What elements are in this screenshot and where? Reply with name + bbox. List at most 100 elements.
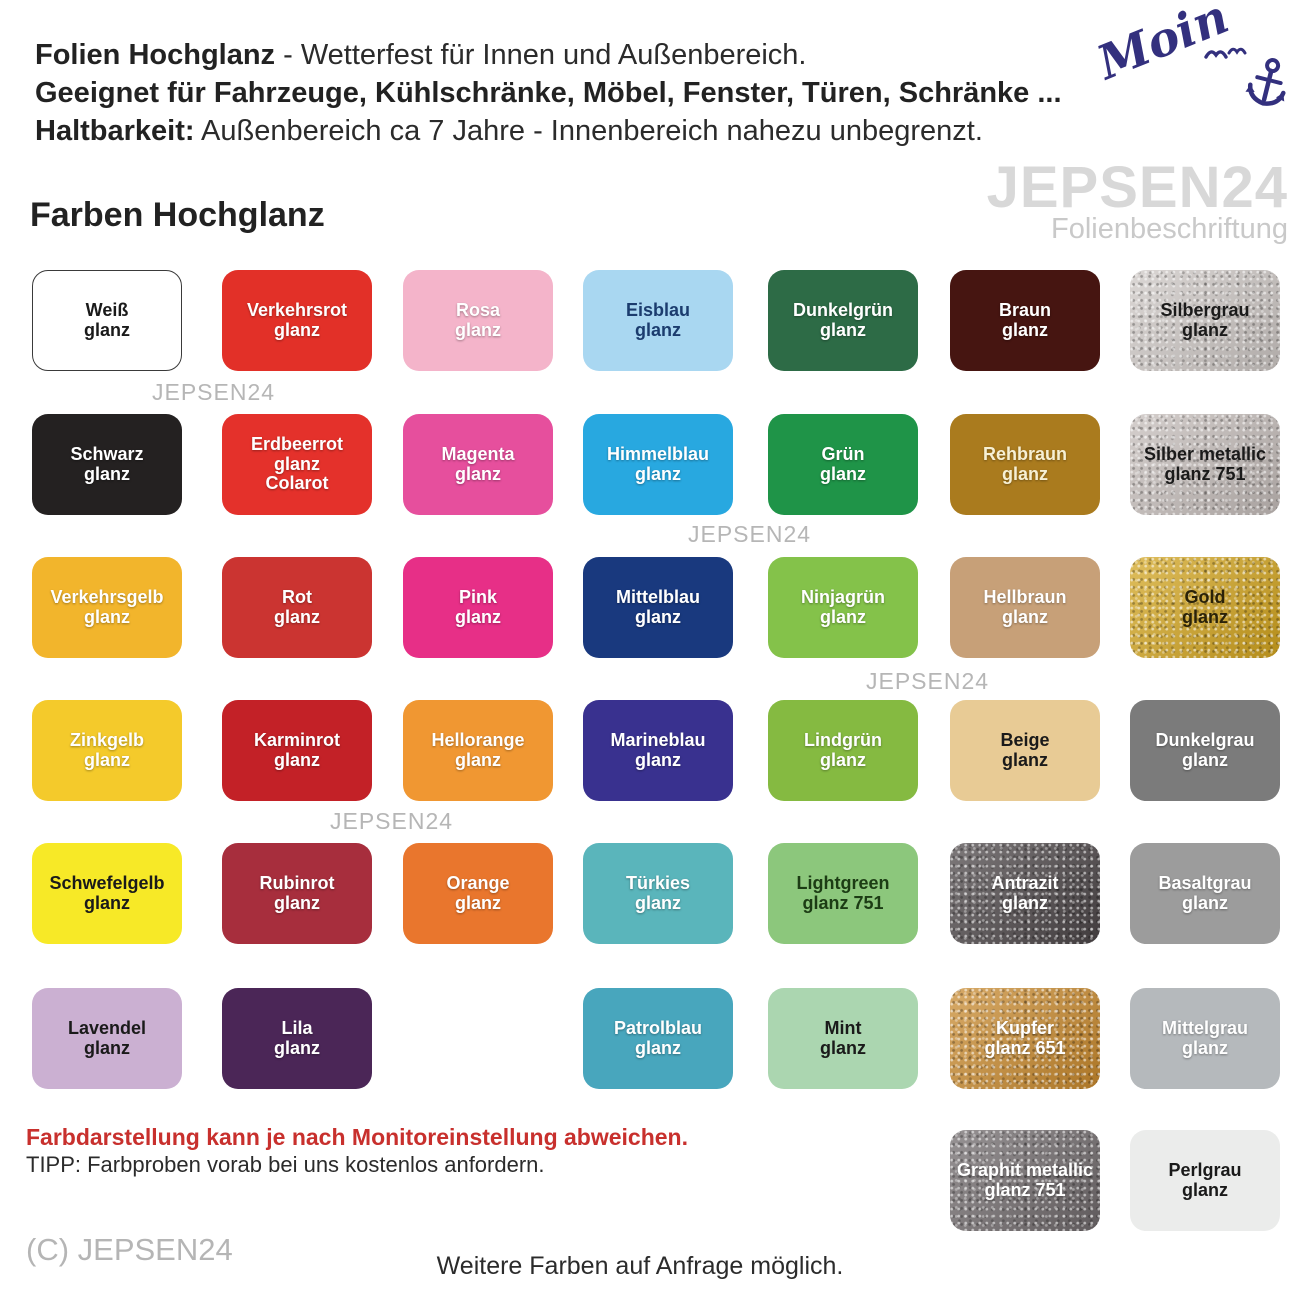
swatch-orange: Orange glanz (403, 843, 553, 944)
swatch-verkehrsrot: Verkehrsrot glanz (222, 270, 372, 371)
swatch-schwefelgelb: Schwefelgelb glanz (32, 843, 182, 944)
swatch-label: Türkies (625, 873, 691, 893)
swatch-label: glanz (83, 606, 130, 627)
swatch-label: Silber metallic (1143, 444, 1267, 464)
swatch-label: Rosa (455, 300, 500, 320)
swatch-graphit-metallic: Graphit metallic glanz 751 (950, 1130, 1100, 1231)
swatch-label: Braun (998, 300, 1051, 320)
swatch-label: glanz (1001, 606, 1048, 627)
swatch-türkies: Türkies glanz (583, 843, 733, 944)
swatch-label: Hellbraun (983, 587, 1067, 607)
swatch-label: Antrazit (991, 873, 1059, 893)
swatch-label: Ninjagrün (801, 587, 885, 607)
swatch-silber-metallic: Silber metallic glanz 751 (1130, 414, 1280, 515)
swatch-label: glanz (454, 892, 501, 913)
swatch-label: Lightgreen (796, 873, 890, 893)
swatch-label: Weiß (85, 300, 129, 320)
swatch-antrazit: Antrazit glanz (950, 843, 1100, 944)
header-line-1-rest: - Wetterfest für Innen und Außenbereich. (275, 39, 807, 71)
swatch-label: Hellorange (431, 730, 525, 750)
swatch-label: glanz (634, 319, 681, 340)
header-line-3-bold: Haltbarkeit: (35, 115, 195, 147)
swatch-label: Eisblau (625, 300, 691, 320)
swatch-rehbraun: Rehbraun glanz (950, 414, 1100, 515)
header-line-3: Haltbarkeit: Außenbereich ca 7 Jahre - I… (35, 112, 1062, 150)
swatch-label: Zinkgelb (69, 730, 144, 750)
swatch-label: glanz (819, 319, 866, 340)
swatch-label: glanz (634, 749, 681, 770)
swatch-label: glanz (1181, 1179, 1228, 1200)
swatch-label: glanz (273, 453, 320, 474)
swatch-hellorange: Hellorange glanz (403, 700, 553, 801)
swatch-label: glanz (454, 606, 501, 627)
swatch-label: Silbergrau (1160, 300, 1250, 320)
swatch-label: Mittelblau (616, 587, 700, 607)
swatch-label: glanz (273, 319, 320, 340)
swatch-basaltgrau: Basaltgrau glanz (1130, 843, 1280, 944)
swatch-label: glanz (454, 749, 501, 770)
swatch-label: glanz (454, 463, 501, 484)
seagulls-icon (1204, 47, 1247, 59)
swatch-verkehrsgelb: Verkehrsgelb glanz (32, 557, 182, 658)
swatch-gold: Gold glanz (1130, 557, 1280, 658)
brand-subtitle: Folienbeschriftung (1051, 213, 1288, 245)
swatch-lightgreen: Lightgreen glanz 751 (768, 843, 918, 944)
swatch-dunkelgrün: Dunkelgrün glanz (768, 270, 918, 371)
swatch-kupfer: Kupfer glanz 651 (950, 988, 1100, 1089)
swatch-label: glanz 651 (984, 1037, 1066, 1058)
swatch-weiß: Weiß glanz (32, 270, 182, 371)
swatch-label: glanz (819, 749, 866, 770)
swatch-patrolblau: Patrolblau glanz (583, 988, 733, 1089)
swatch-label: Himmelblau (606, 444, 710, 464)
tip-text: TIPP: Farbproben vorab bei uns kostenlos… (26, 1152, 545, 1177)
swatch-label: Lavendel (67, 1018, 147, 1038)
swatch-label: glanz (273, 606, 320, 627)
swatch-label: Beige (1000, 730, 1050, 750)
swatch-label: Patrolblau (613, 1018, 702, 1038)
swatch-label: glanz 751 (984, 1179, 1066, 1200)
jepsen24-watermark: JEPSEN24 (688, 521, 812, 547)
swatch-rubinrot: Rubinrot glanz (222, 843, 372, 944)
swatch-label: glanz 751 (802, 892, 884, 913)
more-colors-text: Weitere Farben auf Anfrage möglich. (436, 1252, 844, 1280)
swatch-ninjagrün: Ninjagrün glanz (768, 557, 918, 658)
swatch-mittelblau: Mittelblau glanz (583, 557, 733, 658)
swatch-label: glanz (634, 1037, 681, 1058)
swatch-grün: Grün glanz (768, 414, 918, 515)
swatch-hellbraun: Hellbraun glanz (950, 557, 1100, 658)
swatch-label: glanz (273, 892, 320, 913)
swatch-label: glanz (83, 1037, 130, 1058)
swatch-label: Karminrot (253, 730, 340, 750)
swatch-label: Marineblau (610, 730, 706, 750)
swatch-pink: Pink glanz (403, 557, 553, 658)
swatch-label: Graphit metallic (956, 1160, 1094, 1180)
jepsen24-watermark: JEPSEN24 (330, 808, 454, 834)
brand-name: JEPSEN24 (986, 155, 1288, 220)
swatch-label: Schwarz (70, 444, 144, 464)
swatch-label: glanz (1181, 319, 1228, 340)
swatch-magenta: Magenta glanz (403, 414, 553, 515)
swatch-label: glanz (1181, 749, 1228, 770)
swatch-erdbeerrot: Erdbeerrot glanz Colarot (222, 414, 372, 515)
swatch-label: glanz (83, 319, 130, 340)
swatch-label: glanz (634, 606, 681, 627)
copyright-text: (C) JEPSEN24 (26, 1232, 233, 1267)
swatch-label: glanz (1001, 749, 1048, 770)
swatch-label: Erdbeerrot (250, 434, 344, 455)
swatch-dunkelgrau: Dunkelgrau glanz (1130, 700, 1280, 801)
swatch-label: Grün (821, 444, 865, 464)
swatch-schwarz: Schwarz glanz (32, 414, 182, 515)
swatch-label: Mittelgrau (1161, 1018, 1248, 1038)
jepsen24-watermark: JEPSEN24 (152, 379, 276, 405)
swatch-label: glanz (819, 463, 866, 484)
header-text: Folien Hochglanz - Wetterfest für Innen … (35, 36, 1062, 150)
swatch-eisblau: Eisblau glanz (583, 270, 733, 371)
swatch-label: Lila (281, 1018, 313, 1038)
swatch-label: Gold (1184, 587, 1226, 607)
swatch-beige: Beige glanz (950, 700, 1100, 801)
swatch-himmelblau: Himmelblau glanz (583, 414, 733, 515)
swatch-label: glanz (454, 319, 501, 340)
swatch-label: Verkehrsrot (246, 300, 348, 320)
swatch-label: Dunkelgrün (792, 300, 893, 320)
swatch-rosa: Rosa glanz (403, 270, 553, 371)
